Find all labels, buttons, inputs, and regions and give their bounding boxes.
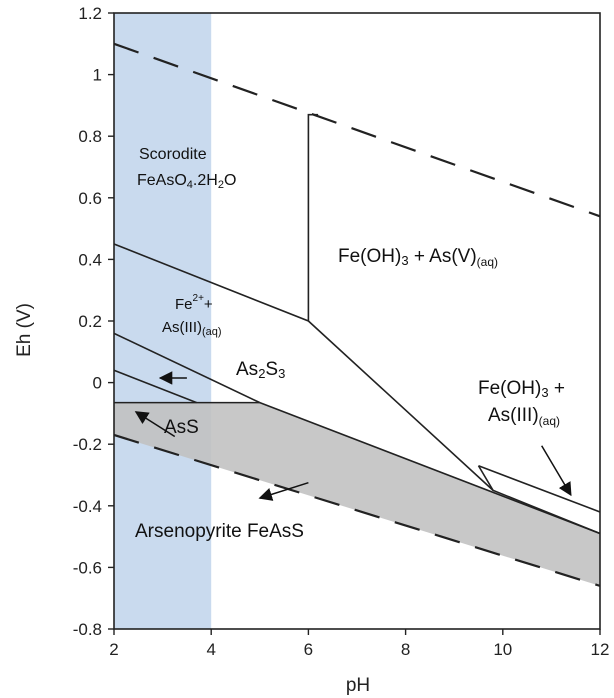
- y-axis: -0.8 -0.6 -0.4 -0.2 0 0.2 0.4 0.6 0.8 1 1.2: [73, 4, 114, 639]
- x-tick-label: 6: [304, 640, 313, 659]
- annotation-arrow-1: [134, 411, 176, 438]
- water-stability-line-0: [114, 42, 600, 218]
- y-tick-label: 1: [93, 66, 102, 85]
- x-tick-label: 4: [206, 640, 215, 659]
- label-ass: AsS: [164, 417, 199, 438]
- series-layer: [114, 42, 600, 587]
- phase-boundary-line-5: [114, 369, 197, 404]
- label-scorodite-formula: FeAsO4.2H2O: [137, 172, 236, 191]
- arsenopyrite-region: [114, 402, 600, 586]
- y-tick-label: -0.6: [73, 558, 102, 577]
- annotation-arrow-3: [541, 445, 572, 497]
- x-tick-label: 12: [591, 640, 610, 659]
- label-scorodite: Scorodite: [139, 146, 207, 163]
- x-tick-label: 10: [493, 640, 512, 659]
- x-tick-label: 8: [401, 640, 410, 659]
- label-as2s3: As2S3: [236, 359, 285, 381]
- scorodite-region: [114, 13, 212, 629]
- label-feoh3-asv: Fe(OH)3 + As(V)(aq): [338, 246, 498, 269]
- phase-boundary-line-3: [307, 113, 319, 321]
- water-stability-line-1: [114, 433, 600, 587]
- y-tick-label: 0.8: [78, 127, 102, 146]
- y-tick-label: 0.6: [78, 189, 102, 208]
- phase-boundary-line-4: [114, 332, 261, 404]
- y-tick-label: -0.4: [73, 497, 102, 516]
- y-tick-label: 1.2: [78, 4, 102, 23]
- y-tick-label: -0.2: [73, 435, 102, 454]
- y-tick-label: 0.2: [78, 312, 102, 331]
- y-tick-label: 0: [93, 374, 102, 393]
- arrow-layer: [134, 371, 572, 501]
- y-tick-label: -0.8: [73, 620, 102, 639]
- label-feoh3-asiii-line1: Fe(OH)3 +: [478, 378, 565, 400]
- y-tick-label: 0.4: [78, 250, 102, 269]
- x-tick-label: 2: [109, 640, 118, 659]
- label-arsenopyrite: Arsenopyrite FeAsS: [135, 521, 304, 542]
- phase-boundary-line-7: [259, 401, 600, 535]
- phase-boundary-line-8: [477, 465, 600, 535]
- x-axis-title: pH: [346, 675, 370, 696]
- annotation-arrow-2: [258, 481, 309, 501]
- label-fe2: Fe2++: [175, 293, 213, 313]
- y-axis-title: Eh (V): [14, 303, 35, 357]
- label-asiii-aq-upper: As(III)(aq): [162, 319, 222, 338]
- x-axis: 2 4 6 8 10 12: [109, 629, 609, 659]
- phase-boundary-line-9: [478, 465, 600, 513]
- plot-area: [113, 12, 601, 630]
